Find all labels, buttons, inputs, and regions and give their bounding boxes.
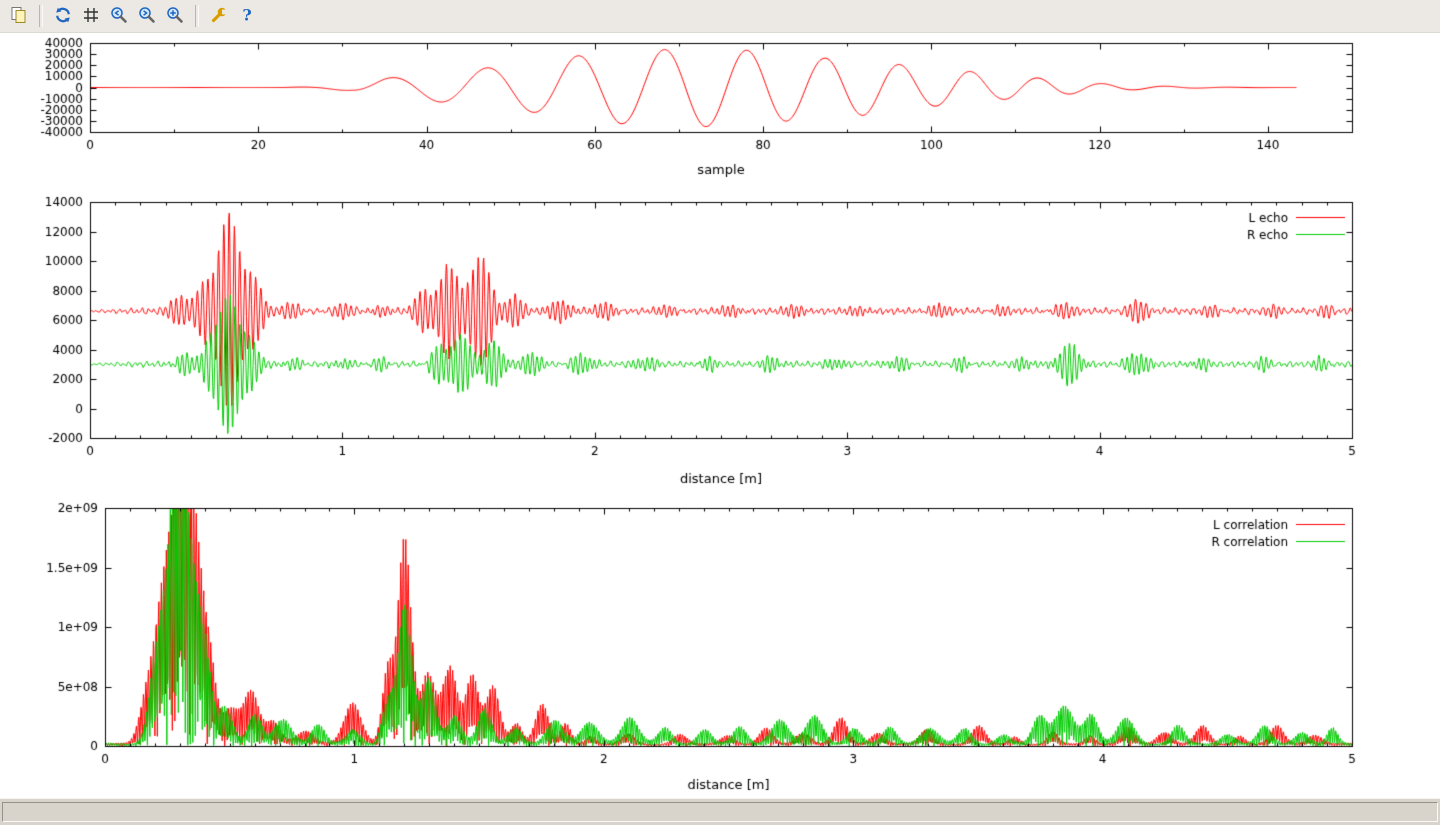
autoscale-icon — [165, 5, 185, 28]
toolbar: ? — [0, 0, 1440, 33]
grid-icon — [81, 5, 101, 28]
echo-plot[interactable] — [0, 190, 1440, 492]
waveform-plot[interactable] — [0, 33, 1440, 190]
zoom-next-icon — [137, 5, 157, 28]
toolbar-separator — [39, 5, 43, 27]
correlation-plot[interactable] — [0, 492, 1440, 798]
zoom-previous-button[interactable] — [106, 3, 132, 29]
zoom-next-button[interactable] — [134, 3, 160, 29]
status-text — [2, 802, 1438, 822]
refresh-icon — [53, 5, 73, 28]
copy-plot-button[interactable] — [6, 3, 32, 29]
status-bar — [0, 798, 1440, 825]
plot-canvas-area — [0, 33, 1440, 798]
toggle-grid-button[interactable] — [78, 3, 104, 29]
zoom-previous-icon — [109, 5, 129, 28]
replot-button[interactable] — [50, 3, 76, 29]
help-button[interactable]: ? — [234, 3, 260, 29]
configure-button[interactable] — [206, 3, 232, 29]
help-icon: ? — [237, 5, 257, 28]
copy-icon — [9, 5, 29, 28]
wrench-icon — [209, 5, 229, 28]
toolbar-separator — [195, 5, 199, 27]
svg-text:?: ? — [242, 5, 251, 24]
autoscale-button[interactable] — [162, 3, 188, 29]
